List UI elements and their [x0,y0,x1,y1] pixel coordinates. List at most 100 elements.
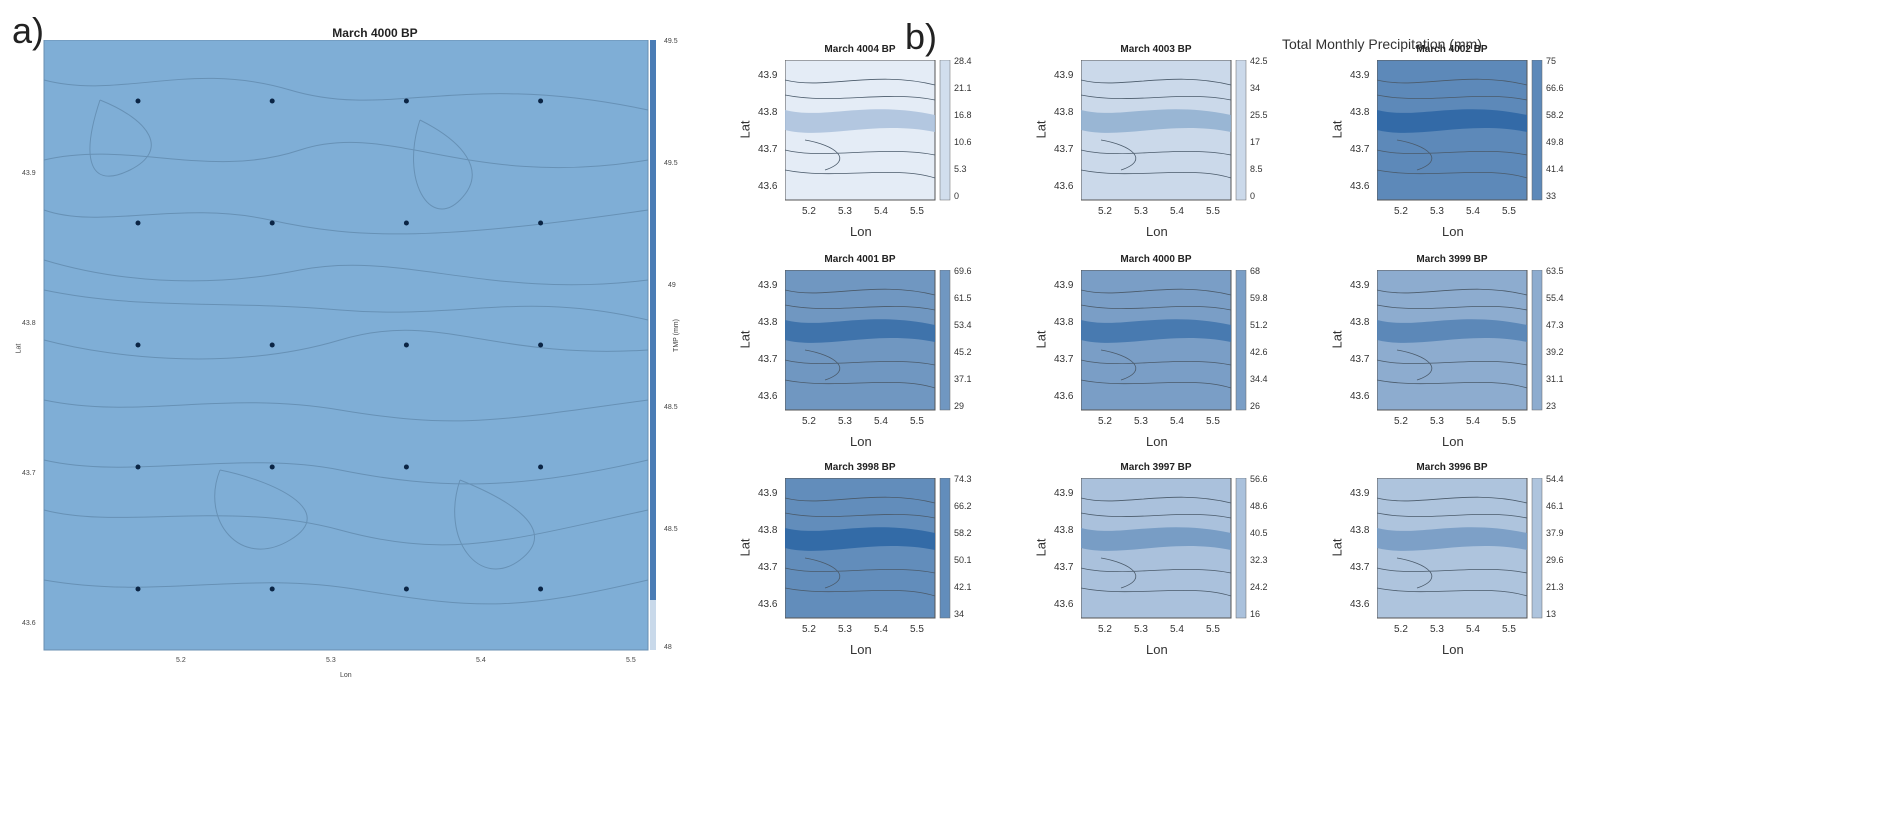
small-map-ytick: 43.8 [758,107,778,118]
small-map-colorbar-tick: 42.5 [1250,56,1268,66]
small-map-panel: March 4001 BP 69.6 61.5 53.4 45.2 37.1 29 43.9 4… [730,252,1020,457]
small-map-contour [1377,288,1528,296]
small-map-colorbar-tick: 54.4 [1546,474,1564,484]
small-map-contour [1081,169,1232,179]
small-map-contour [785,149,936,156]
small-map-contour [1377,359,1528,366]
small-map-colorbar-tick: 29 [954,401,965,411]
small-map-colorbar [939,478,951,619]
sample-point [269,220,275,226]
small-map-contour [1081,496,1232,504]
sample-point [269,586,275,592]
small-map-xtick: 5.4 [1170,416,1184,427]
small-map-ytick: 43.8 [1054,525,1074,536]
small-map-ylabel: Lat [737,330,753,349]
contour-line [43,259,649,286]
panel-a-cbtick: 48.5 [664,404,678,411]
small-map-colorbar-tick: 10.6 [954,137,972,147]
small-map-xtick: 5.5 [1502,624,1516,635]
panel-a-points [135,98,544,592]
small-map-colorbar-tick: 0 [1250,191,1256,201]
small-map-plot [1377,60,1543,201]
panel-a-ytick: 43.8 [22,320,36,327]
small-map-xtick: 5.3 [1134,416,1148,427]
panel-a-cbtick: 48 [664,644,672,651]
small-map-xtick: 5.4 [1170,624,1184,635]
small-map-ytick: 43.9 [1350,280,1370,291]
small-map-colorbar-tick: 55.4 [1546,293,1564,303]
small-map-contour [1377,149,1528,156]
panel-a-contours [43,77,649,605]
small-map-xtick: 5.4 [1466,624,1480,635]
panel-a-ytick: 43.7 [22,470,36,477]
small-map-colorbar [1235,478,1247,619]
small-map-contour [804,557,840,589]
small-map-ylabel: Lat [737,538,753,557]
small-map-ylabel: Lat [1329,538,1345,557]
small-map-ytick: 43.8 [1054,317,1074,328]
small-map-contour [785,304,936,311]
small-map-xlabel: Lon [850,642,872,657]
small-map-contour [785,587,936,597]
small-map-xtick: 5.2 [802,416,816,427]
small-map-contour [1377,94,1528,101]
sample-point [538,464,544,470]
small-map-ytick: 43.7 [1054,562,1074,573]
small-map-colorbar-tick: 34 [1250,83,1261,93]
sample-point [135,220,141,226]
small-map-ytick: 43.7 [1054,144,1074,155]
small-map-contour [785,359,936,366]
small-map-xtick: 5.4 [874,206,888,217]
contour-line [43,77,649,111]
small-map-xtick: 5.3 [1430,624,1444,635]
small-map-colorbar-tick: 25.5 [1250,110,1268,120]
small-map-contour [1377,587,1528,597]
small-map-colorbar-tick: 49.8 [1546,137,1564,147]
small-map-colorbar-tick: 17 [1250,137,1261,147]
small-map-colorbar-tick: 34.4 [1250,374,1268,384]
small-map-xtick: 5.2 [1394,624,1408,635]
small-map-panel: March 4002 BP 75 66.6 58.2 49.8 41.4 33 43.9 43.… [1322,42,1612,247]
small-map-title: March 3997 BP [1120,462,1192,473]
small-map-title: March 4002 BP [1416,44,1488,55]
panel-a-ytick: 43.6 [22,620,36,627]
small-map-colorbar-tick: 63.5 [1546,266,1564,276]
small-map-xtick: 5.5 [910,206,924,217]
small-map-ytick: 43.6 [1054,181,1074,192]
small-map-colorbar-tick: 50.1 [954,555,972,565]
small-map-ytick: 43.7 [1350,354,1370,365]
small-map-contour [1396,349,1432,381]
small-map-ylabel: Lat [1329,120,1345,139]
small-map-colorbar-tick: 51.2 [1250,320,1268,330]
small-map-colorbar-tick: 56.6 [1250,474,1268,484]
small-map-contour [1377,512,1528,519]
small-map-title: March 4004 BP [824,44,896,55]
small-map-plot [785,60,951,201]
small-map-plot [1377,270,1543,411]
small-map-colorbar-tick: 5.3 [954,164,967,174]
small-map-colorbar-tick: 61.5 [954,293,972,303]
panel-b-letter: b) [905,16,938,57]
panel-a-xtick: 5.2 [176,657,186,664]
small-map-colorbar-tick: 31.1 [1546,374,1564,384]
small-map-xtick: 5.2 [802,624,816,635]
small-map-ylabel: Lat [1033,538,1049,557]
small-map-title: March 3996 BP [1416,462,1488,473]
small-map-xlabel: Lon [850,434,872,449]
small-map-colorbar-tick: 75 [1546,56,1557,66]
small-map-colorbar-tick: 32.3 [1250,555,1268,565]
panel-a-title: March 4000 BP [332,26,418,40]
sample-point [135,98,141,104]
sample-point [403,98,409,104]
small-map-ytick: 43.7 [758,562,778,573]
panel-a-ytick: 43.9 [22,170,36,177]
small-map-ylabel: Lat [1033,330,1049,349]
small-map-contour [1377,379,1528,389]
small-map-contour [1377,78,1528,86]
small-map-ytick: 43.9 [1054,280,1074,291]
small-map-contour [1081,78,1232,86]
small-map-ytick: 43.6 [1350,391,1370,402]
small-map-contour [785,379,936,389]
small-map-contour [785,496,936,504]
small-map-plot [1081,60,1247,201]
